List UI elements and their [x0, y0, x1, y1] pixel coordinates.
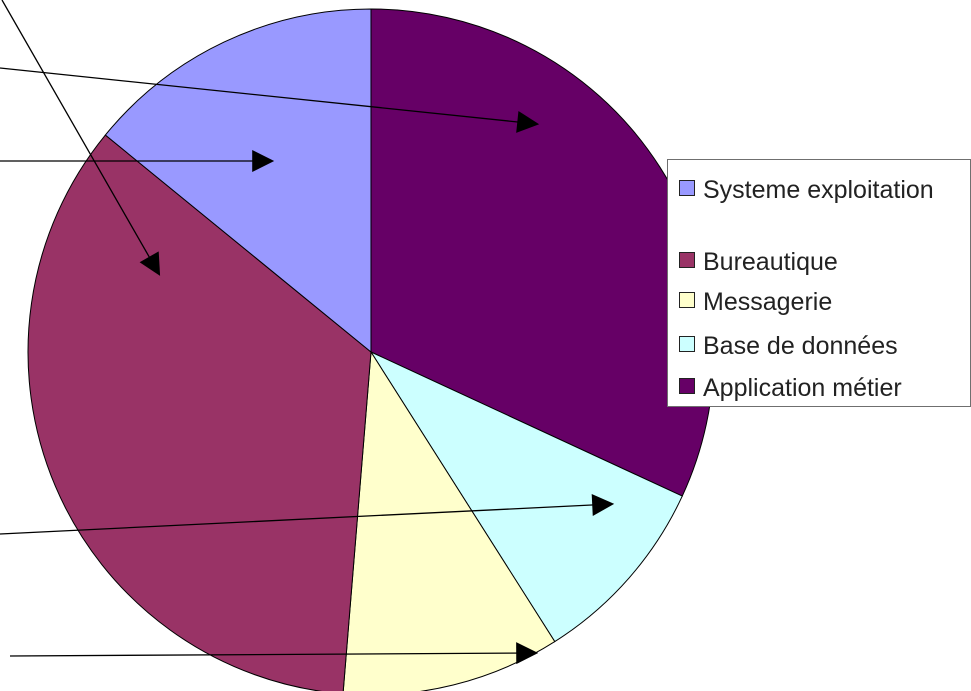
pie-slice-bureautique: [27, 134, 372, 691]
legend-label-bureautique: Bureautique: [703, 248, 838, 276]
pie-slice-messagerie: [342, 350, 556, 691]
legend-label-base-de-donnees: Base de données: [703, 332, 898, 360]
legend-swatch-systeme-exploitation: [679, 180, 695, 196]
legend-item-application-metier: Application métier: [679, 372, 971, 404]
legend-swatch-messagerie: [679, 292, 695, 308]
pointer-arrow-base-de-donnees: [0, 493, 615, 535]
legend-item-systeme-exploitation: Systeme exploitation: [679, 174, 971, 206]
legend-item-messagerie: Messagerie: [679, 286, 971, 318]
pointer-arrow-bureautique: [1, 0, 161, 276]
legend-item-bureautique: Bureautique: [679, 246, 971, 278]
legend-label-application-metier: Application métier: [703, 374, 902, 402]
pie-slice-base-de-donnees: [369, 350, 683, 643]
legend-label-messagerie: Messagerie: [703, 288, 833, 316]
pie-slice-systeme-exploitation: [104, 8, 372, 354]
pointer-arrow-messagerie: [9, 642, 539, 665]
legend-swatch-application-metier: [679, 378, 695, 394]
legend-swatch-base-de-donnees: [679, 336, 695, 352]
pointer-arrows: [0, 0, 615, 665]
legend-label-systeme-exploitation: Systeme exploitation: [703, 176, 934, 204]
legend-item-base-de-donnees: Base de données: [679, 330, 971, 362]
legend-swatch-bureautique: [679, 252, 695, 268]
pointer-arrow-application-metier: [0, 67, 540, 133]
legend: Systeme exploitation Bureautique Message…: [667, 159, 971, 407]
